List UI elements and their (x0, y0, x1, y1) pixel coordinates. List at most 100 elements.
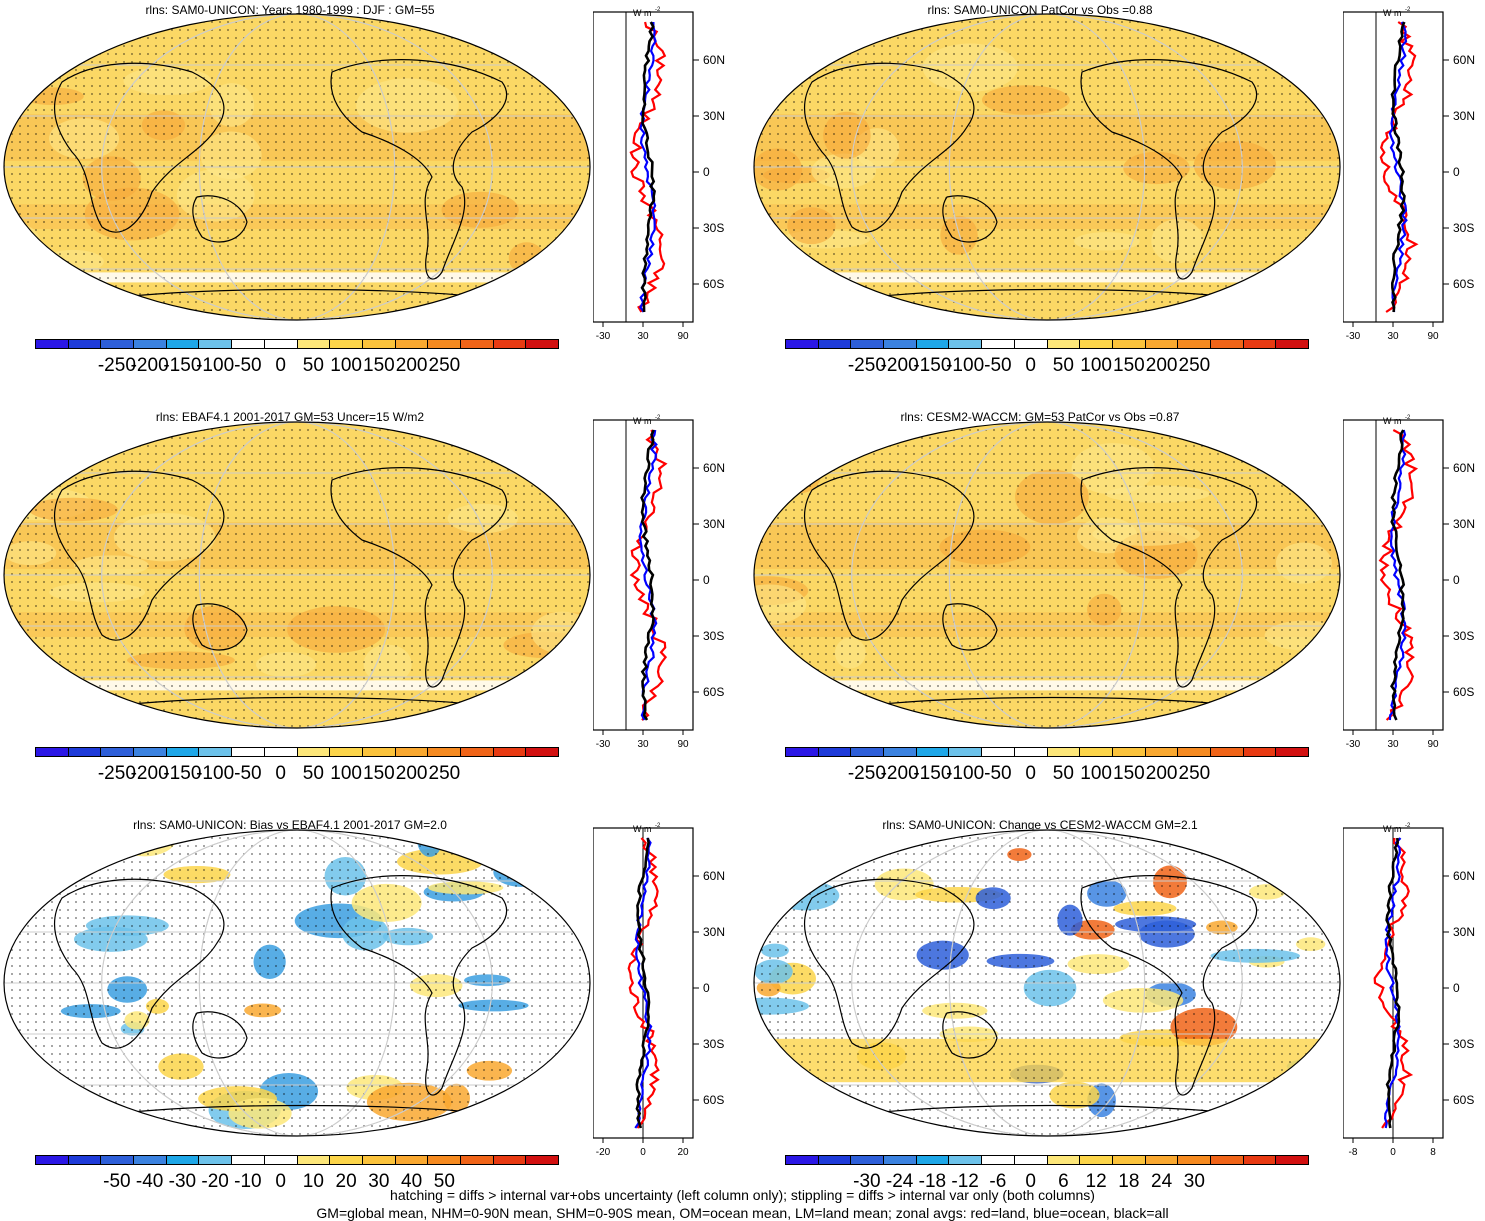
colorbar-label: 100 (1080, 763, 1112, 784)
zonal-x-tick-label: 90 (677, 739, 689, 750)
panel-title: rlns: SAM0-UNICON: Change vs CESM2-WACCM… (882, 818, 1198, 832)
zonal-lat-label: 30S (703, 1037, 724, 1051)
global-map (753, 421, 1341, 729)
colorbar-swatch (1080, 1156, 1113, 1164)
colorbar-label: 30 (368, 1171, 390, 1192)
zonal-x-tick-label: 30 (637, 331, 649, 342)
zonal-lat-label: 60S (703, 685, 724, 699)
colorbar-swatch (1210, 748, 1244, 756)
zonal-curve-ocean (1388, 429, 1407, 721)
colorbar-swatch (68, 748, 102, 756)
colorbar-swatch (395, 748, 429, 756)
zonal-mean-plot: W m -2 60N 30N 0 30S 60S -30 30 90 (593, 7, 725, 342)
colorbar-labels: -250 -200 -150 -100 -50 0 50 100 150 200 250 (35, 355, 559, 376)
zonal-curve-land (627, 837, 660, 1129)
colorbar-label: 100 (1080, 355, 1112, 376)
colorbar-swatch (1080, 748, 1113, 756)
zonal-mean-plot: W m -2 60N 30N 0 30S 60S -20 0 20 (593, 823, 725, 1158)
colorbar-label: 12 (1085, 1171, 1107, 1192)
colorbar-label: 150 (1113, 355, 1145, 376)
colorbar-swatch (1112, 748, 1146, 756)
colorbar-swatch (1210, 340, 1244, 348)
zonal-x-tick-label: 90 (1427, 331, 1439, 342)
zonal-lat-label: 0 (703, 165, 710, 179)
zonal-curve-land (629, 429, 668, 721)
zonal-lat-label: 60S (703, 1093, 724, 1107)
zonal-lat-label: 60S (1453, 1093, 1474, 1107)
colorbar-label: 10 (302, 1171, 324, 1192)
zonal-x-tick-label: -30 (1346, 331, 1361, 342)
colorbar-labels: -50 -40 -30 -20 -10 0 10 20 30 40 50 (35, 1171, 559, 1192)
panel-title: rlns: SAM0-UNICON: Years 1980-1999 : DJF… (145, 3, 435, 17)
colorbar-swatch (493, 748, 527, 756)
colorbar-swatch (949, 748, 983, 756)
colorbar-swatch (818, 748, 852, 756)
colorbar-label: 50 (302, 355, 324, 376)
colorbar-label: -100 (946, 355, 985, 376)
colorbar-swatch (1047, 748, 1081, 756)
zonal-curve-ocean (634, 837, 653, 1129)
zonal-x-tick-label: 90 (1427, 739, 1439, 750)
zonal-lat-label: 30N (703, 925, 725, 939)
colorbar-label: 40 (401, 1171, 423, 1192)
colorbar-swatch (297, 1156, 331, 1164)
colorbar-swatch (297, 340, 331, 348)
zonal-curve-ocean (1383, 837, 1402, 1129)
colorbar-swatch (786, 1156, 819, 1164)
colorbar-label: 250 (428, 763, 461, 784)
colorbar-label: 250 (1178, 763, 1211, 784)
zonal-mean-plot: W m -2 60N 30N 0 30S 60S -30 30 90 (593, 415, 725, 750)
colorbar-swatch (199, 340, 233, 348)
colorbar-swatch (916, 340, 950, 348)
zonal-x-tick-label: 30 (1387, 739, 1399, 750)
global-map (753, 13, 1341, 321)
zonal-mean-plot: W m -2 60N 30N 0 30S 60S -8 0 8 (1343, 823, 1475, 1158)
colorbar-label: 150 (1113, 763, 1145, 784)
zonal-x-tick-label: 30 (1387, 331, 1399, 342)
colorbar-label: -10 (234, 1171, 262, 1192)
colorbar-label: -200 (880, 763, 919, 784)
colorbar-label: -200 (130, 763, 169, 784)
zonal-lat-label: 0 (1453, 165, 1460, 179)
colorbar-swatch (199, 748, 233, 756)
colorbar-swatch (395, 1156, 429, 1164)
zonal-mean-plot: W m -2 60N 30N 0 30S 60S -30 30 90 (1343, 415, 1475, 750)
colorbar-labels: -250 -200 -150 -100 -50 0 50 100 150 200 250 (35, 763, 559, 784)
zonal-lat-label: 30S (703, 629, 724, 643)
zonal-curve-all (1390, 21, 1406, 313)
colorbar-label: 0 (1025, 355, 1036, 376)
colorbar-swatch (199, 1156, 233, 1164)
colorbar-label: 6 (1058, 1171, 1069, 1192)
colorbar-swatch (526, 340, 558, 348)
zonal-lat-label: 30S (703, 221, 724, 235)
zonal-lat-label: 30N (703, 517, 725, 531)
colorbar-label: 24 (1151, 1171, 1173, 1192)
colorbar-label: -250 (847, 763, 886, 784)
colorbar-label: -50 (984, 355, 1012, 376)
zonal-lat-label: 60N (1453, 53, 1475, 67)
zonal-lat-label: 60S (1453, 277, 1474, 291)
colorbar-labels: -250 -200 -150 -100 -50 0 50 100 150 200 250 (785, 355, 1309, 376)
colorbar-swatch (232, 1156, 265, 1164)
zonal-lat-label: 0 (703, 981, 710, 995)
zonal-unit-exponent: -2 (1405, 823, 1411, 829)
colorbar-swatch (101, 340, 135, 348)
colorbar-swatch (362, 1156, 396, 1164)
colorbar-label: 0 (275, 1171, 286, 1192)
colorbar-swatch (1145, 1156, 1179, 1164)
zonal-curve-ocean (639, 22, 657, 313)
colorbar-label: 0 (275, 355, 286, 376)
colorbar-label: -18 (918, 1171, 947, 1192)
zonal-curve-ocean (638, 429, 658, 721)
colorbar-label: 0 (1025, 763, 1036, 784)
colorbar-swatch (1243, 340, 1277, 348)
panel-title: rlns: CESM2-WACCM: GM=53 PatCor vs Obs =… (900, 410, 1180, 424)
zonal-unit-exponent: -2 (1405, 7, 1411, 13)
colorbar-swatch (884, 748, 917, 756)
colorbar-swatch (101, 1156, 135, 1164)
colorbar-swatch (362, 748, 396, 756)
zonal-unit-exponent: -2 (655, 823, 661, 829)
colorbar-swatch (916, 748, 950, 756)
colorbar-swatch (101, 748, 135, 756)
zonal-curve-all (1390, 429, 1406, 721)
